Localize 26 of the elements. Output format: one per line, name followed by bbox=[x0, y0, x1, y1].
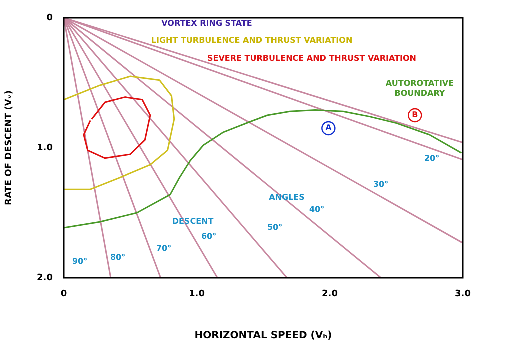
annotation: 80° bbox=[110, 253, 126, 262]
annotation: BOUNDARY bbox=[394, 89, 446, 98]
annotation: LIGHT TURBULENCE AND THRUST VARIATION bbox=[151, 36, 353, 46]
annotation: 70° bbox=[156, 244, 172, 254]
x-tick-label: 2.0 bbox=[322, 290, 338, 300]
annotation: SEVERE TURBULENCE AND THRUST VARIATION bbox=[208, 54, 416, 64]
annotation: A bbox=[326, 124, 333, 133]
y-axis-title: RATE OF DESCENT (Vᵥ) bbox=[4, 90, 15, 206]
x-tick-label: 3.0 bbox=[455, 290, 471, 300]
annotation: B bbox=[412, 110, 418, 120]
annotation: 40° bbox=[309, 205, 325, 214]
y-tick-label: 2.0 bbox=[37, 273, 53, 284]
annotation: 60° bbox=[201, 232, 217, 242]
x-tick-label: 1.0 bbox=[189, 290, 205, 300]
annotation: VORTEX RING STATE bbox=[162, 19, 252, 28]
x-axis-title: HORIZONTAL SPEED (Vₕ) bbox=[194, 330, 332, 342]
y-tick-label: 1.0 bbox=[37, 143, 53, 154]
x-tick-label: 0 bbox=[60, 290, 68, 300]
annotation: 90° bbox=[72, 257, 88, 266]
annotation: 50° bbox=[267, 223, 283, 232]
annotation: ANGLES bbox=[269, 193, 306, 202]
y-tick-label: 0 bbox=[46, 13, 53, 24]
annotation: DESCENT bbox=[172, 217, 214, 226]
annotation: AUTOROTATIVE bbox=[386, 79, 454, 88]
annotation: 20° bbox=[424, 154, 440, 164]
annotation: 30° bbox=[373, 180, 389, 190]
